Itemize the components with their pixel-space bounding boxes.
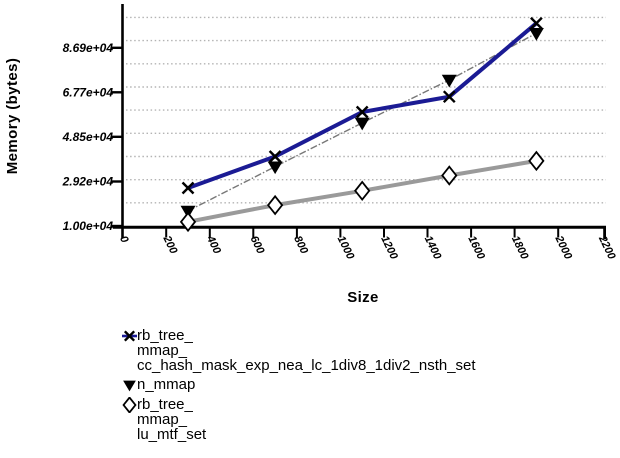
triangle-down-marker-icon: [528, 28, 544, 41]
x-tick-label: 1200: [378, 234, 400, 262]
x-marker-icon: [268, 150, 282, 163]
x-tick-label: 1000: [335, 234, 357, 262]
x-legend-marker-icon: [122, 328, 137, 344]
y-tick-label: 4.85e+04: [62, 130, 114, 144]
triangle-down-marker-icon: [123, 380, 136, 392]
legend-entry-0: rb_tree_ mmap_ cc_hash_mask_exp_nea_lc_1…: [122, 328, 476, 373]
x-tick-label: 400: [204, 233, 224, 256]
legend-series-label: rb_tree_ mmap_ cc_hash_mask_exp_nea_lc_1…: [137, 327, 476, 374]
diamond-marker-icon: [441, 165, 458, 186]
legend-series-label: rb_tree_ mmap_ lu_mtf_set: [137, 396, 207, 443]
x-marker-icon: [530, 16, 543, 30]
x-marker-icon: [181, 181, 195, 195]
diamond-marker-icon: [528, 150, 545, 172]
data-series: [179, 16, 545, 233]
series-line-0: [187, 21, 538, 190]
axes: [111, 4, 606, 239]
x-tick-label: 1400: [422, 234, 444, 262]
memory-vs-size-chart: 0 200 400 600 800 1000 1200 1400 1600 1800 2000 220…: [4, 4, 618, 306]
y-axis-title: Memory (bytes): [4, 58, 21, 174]
triangle-down-marker-icon: [354, 117, 370, 131]
y-tick-label: 2.92e+04: [62, 175, 114, 189]
legend-entry-1: n_mmap: [122, 377, 476, 393]
diamond-marker-icon: [266, 194, 284, 216]
x-marker-icon: [123, 330, 136, 342]
x-tick-label: 600: [248, 234, 267, 257]
diamond-marker-icon: [179, 211, 197, 233]
triangle-down-legend-marker-icon: [122, 377, 137, 393]
triangle-down-marker-icon: [441, 74, 457, 88]
series-line-1: [187, 32, 537, 212]
legend-series-label: n_mmap: [137, 376, 196, 393]
diamond-marker-icon: [122, 396, 137, 414]
x-tick-label: 2200: [596, 233, 618, 262]
diamond-marker-icon: [354, 180, 371, 202]
x-tick-label: 1800: [509, 234, 531, 262]
x-marker-icon: [442, 90, 456, 104]
y-tick-label: 8.69e+04: [63, 41, 114, 55]
x-marker-icon: [355, 105, 369, 119]
x-tick-label: 200: [160, 233, 180, 256]
y-tick-label: 6.77e+04: [63, 85, 114, 99]
legend-entry-2: rb_tree_ mmap_ lu_mtf_set: [122, 396, 476, 443]
x-axis-title: Size: [347, 289, 379, 306]
y-tick-label: 1.00e+04: [63, 219, 114, 233]
x-tick-label: 1600: [465, 234, 487, 262]
x-tick-label: 0: [117, 234, 131, 246]
x-tick-label: 2000: [552, 233, 574, 262]
diamond-open-legend-marker-icon: [122, 396, 137, 414]
chart-legend: rb_tree_ mmap_ cc_hash_mask_exp_nea_lc_1…: [122, 328, 476, 446]
x-tick-label: 800: [291, 234, 310, 257]
triangle-down-marker-icon: [267, 161, 283, 175]
